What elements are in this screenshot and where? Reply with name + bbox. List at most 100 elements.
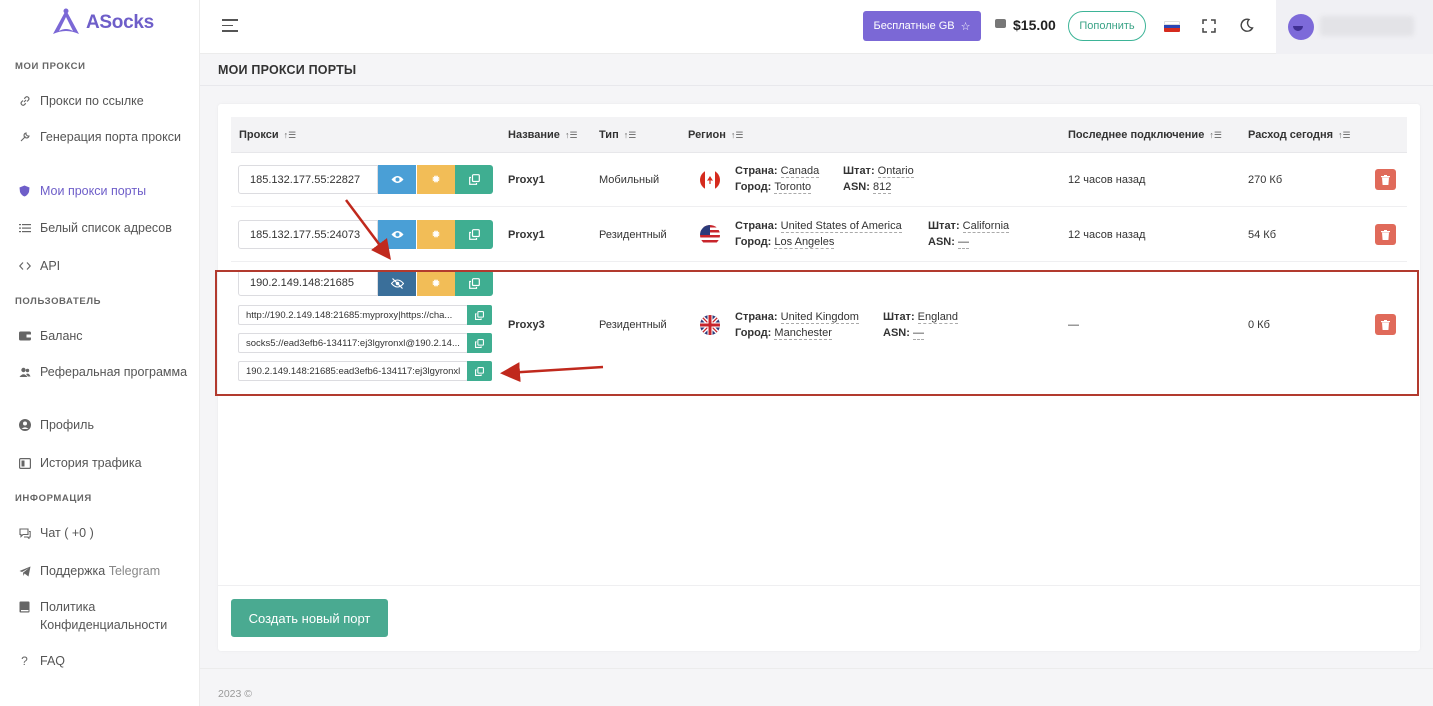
delete-button[interactable]: [1375, 224, 1396, 245]
star-icon: ☆: [960, 20, 971, 33]
proxy-ports-card: Прокси ↑☰ Название ↑☰ Тип ↑☰ Регион ↑☰ После…: [218, 104, 1420, 651]
sort-icon: ↑☰: [564, 129, 578, 140]
column-proxy[interactable]: Прокси ↑☰: [239, 129, 297, 141]
eye-off-icon: [390, 277, 404, 289]
sidebar-item-link-proxy[interactable]: Прокси по ссылке: [18, 92, 193, 110]
table-header: Прокси ↑☰ Название ↑☰ Тип ↑☰ Регион ↑☰ После…: [231, 117, 1407, 153]
sidebar-item-api[interactable]: API: [18, 257, 193, 275]
wrench-icon: [18, 128, 31, 146]
sort-icon: ↑☰: [1209, 129, 1222, 140]
logo[interactable]: ASocks: [50, 8, 154, 38]
proxy-address-field[interactable]: 185.132.177.55:22827: [238, 165, 378, 194]
proxy-name: Proxy1: [508, 174, 545, 186]
link-icon: [18, 92, 31, 110]
divider: [200, 85, 1433, 86]
list-icon: [18, 219, 31, 237]
sidebar-item-referral[interactable]: Реферальная программа: [18, 363, 193, 381]
sidebar: ASocks МОИ ПРОКСИ Прокси по ссылке Генер…: [0, 0, 200, 706]
copy-button[interactable]: [455, 270, 493, 296]
telegram-icon: [18, 562, 31, 580]
copy-icon: [468, 277, 480, 289]
code-icon: [18, 257, 31, 275]
sidebar-item-faq[interactable]: ? FAQ: [18, 652, 193, 670]
copy-socks5-button[interactable]: [467, 333, 492, 353]
proxy-type: Резидентный: [599, 319, 667, 331]
proxy-name: Proxy3: [508, 319, 545, 331]
moon-icon[interactable]: [1239, 18, 1254, 33]
sidebar-item-port-generation[interactable]: Генерация порта прокси: [18, 128, 193, 146]
shield-icon: [18, 182, 31, 200]
page-title: МОИ ПРОКСИ ПОРТЫ: [218, 63, 357, 77]
flag-ru-icon[interactable]: [1164, 21, 1180, 32]
sidebar-item-my-ports[interactable]: Мои прокси порты: [18, 182, 193, 200]
sidebar-item-traffic-history[interactable]: История трафика: [18, 454, 193, 472]
column-type[interactable]: Тип ↑☰: [599, 129, 637, 141]
create-port-button[interactable]: Создать новый порт: [231, 599, 388, 637]
location-state-asn: Штат: Ontario ASN: 812: [843, 165, 914, 194]
sort-icon: ↑☰: [283, 129, 297, 140]
asocks-logo-icon: [53, 8, 79, 34]
hide-details-button[interactable]: [378, 270, 416, 296]
usage-today: 0 Кб: [1248, 319, 1270, 331]
avatar: [1288, 14, 1314, 40]
copy-icon: [475, 310, 484, 320]
settings-button[interactable]: ✹: [417, 270, 455, 296]
location-country-city: Страна: United Kingdom Город: Manchester: [735, 311, 859, 340]
column-name[interactable]: Название ↑☰: [508, 129, 578, 141]
topup-button[interactable]: Пополнить: [1068, 11, 1146, 41]
sidebar-item-profile[interactable]: Профиль: [18, 416, 193, 434]
sidebar-item-privacy-policy[interactable]: Политика Конфиденциальности: [18, 598, 193, 634]
location-state-asn: Штат: California ASN: —: [928, 220, 1010, 249]
user-menu[interactable]: [1276, 0, 1433, 54]
sidebar-item-support-telegram[interactable]: Поддержка Telegram: [18, 562, 193, 580]
users-icon: [18, 363, 31, 381]
logo-text: ASocks: [86, 12, 154, 33]
eye-icon: [391, 231, 403, 238]
usage-today: 54 Кб: [1248, 229, 1276, 241]
chat-icon: [18, 524, 31, 542]
sidebar-item-balance[interactable]: Баланс: [18, 327, 193, 345]
section-title-user: ПОЛЬЗОВАТЕЛЬ: [15, 296, 102, 307]
gear-icon: ✹: [431, 174, 441, 186]
copy-ip-login-button[interactable]: [467, 361, 492, 381]
username-hidden: [1320, 16, 1414, 36]
proxy-type: Резидентный: [599, 229, 667, 241]
top-header: Бесплатные GB ☆ $15.00 Пополнить: [200, 0, 1433, 54]
gear-icon: ✹: [431, 229, 441, 241]
http-proxy-string[interactable]: http://190.2.149.148:21685:myproxy|https…: [238, 305, 468, 325]
show-details-button[interactable]: [378, 220, 416, 249]
trash-icon: [1381, 174, 1390, 185]
column-region[interactable]: Регион ↑☰: [688, 129, 744, 141]
delete-button[interactable]: [1375, 169, 1396, 190]
last-connection: —: [1068, 319, 1079, 331]
table-row: 185.132.177.55:24073 ✹ Proxy1 Резидентны…: [231, 207, 1407, 262]
flag-gb-icon: [700, 315, 720, 335]
copy-icon: [468, 174, 480, 185]
trash-icon: [1381, 319, 1390, 330]
sidebar-item-whitelist[interactable]: Белый список адресов: [18, 219, 193, 237]
delete-button[interactable]: [1375, 314, 1396, 335]
section-title-info: ИНФОРМАЦИЯ: [15, 493, 92, 504]
column-last-connection[interactable]: Последнее подключение ↑☰: [1068, 129, 1222, 141]
proxy-type: Мобильный: [599, 174, 660, 186]
copy-button[interactable]: [455, 220, 493, 249]
settings-button[interactable]: ✹: [417, 220, 455, 249]
copy-icon: [468, 229, 480, 240]
gear-icon: ✹: [431, 277, 441, 290]
socks5-proxy-string[interactable]: socks5://ead3efb6-134117:ej3lgyronxl@190…: [238, 333, 468, 353]
settings-button[interactable]: ✹: [417, 165, 455, 194]
column-usage-today[interactable]: Расход сегодня ↑☰: [1248, 129, 1351, 141]
fullscreen-icon[interactable]: [1202, 19, 1216, 33]
copy-http-button[interactable]: [467, 305, 492, 325]
ip-port-login-string[interactable]: 190.2.149.148:21685:ead3efb6-134117:ej3l…: [238, 361, 468, 381]
menu-toggle-icon[interactable]: [222, 19, 238, 36]
wallet-icon: [18, 327, 31, 345]
show-details-button[interactable]: [378, 165, 416, 194]
flag-us-icon: [700, 225, 720, 245]
free-gb-button[interactable]: Бесплатные GB ☆: [863, 11, 981, 41]
proxy-address-field[interactable]: 185.132.177.55:24073: [238, 220, 378, 249]
copy-button[interactable]: [455, 165, 493, 194]
sidebar-item-chat[interactable]: Чат ( +0 ): [18, 524, 193, 542]
proxy-address-field[interactable]: 190.2.149.148:21685: [238, 270, 378, 296]
proxy-name: Proxy1: [508, 229, 545, 241]
